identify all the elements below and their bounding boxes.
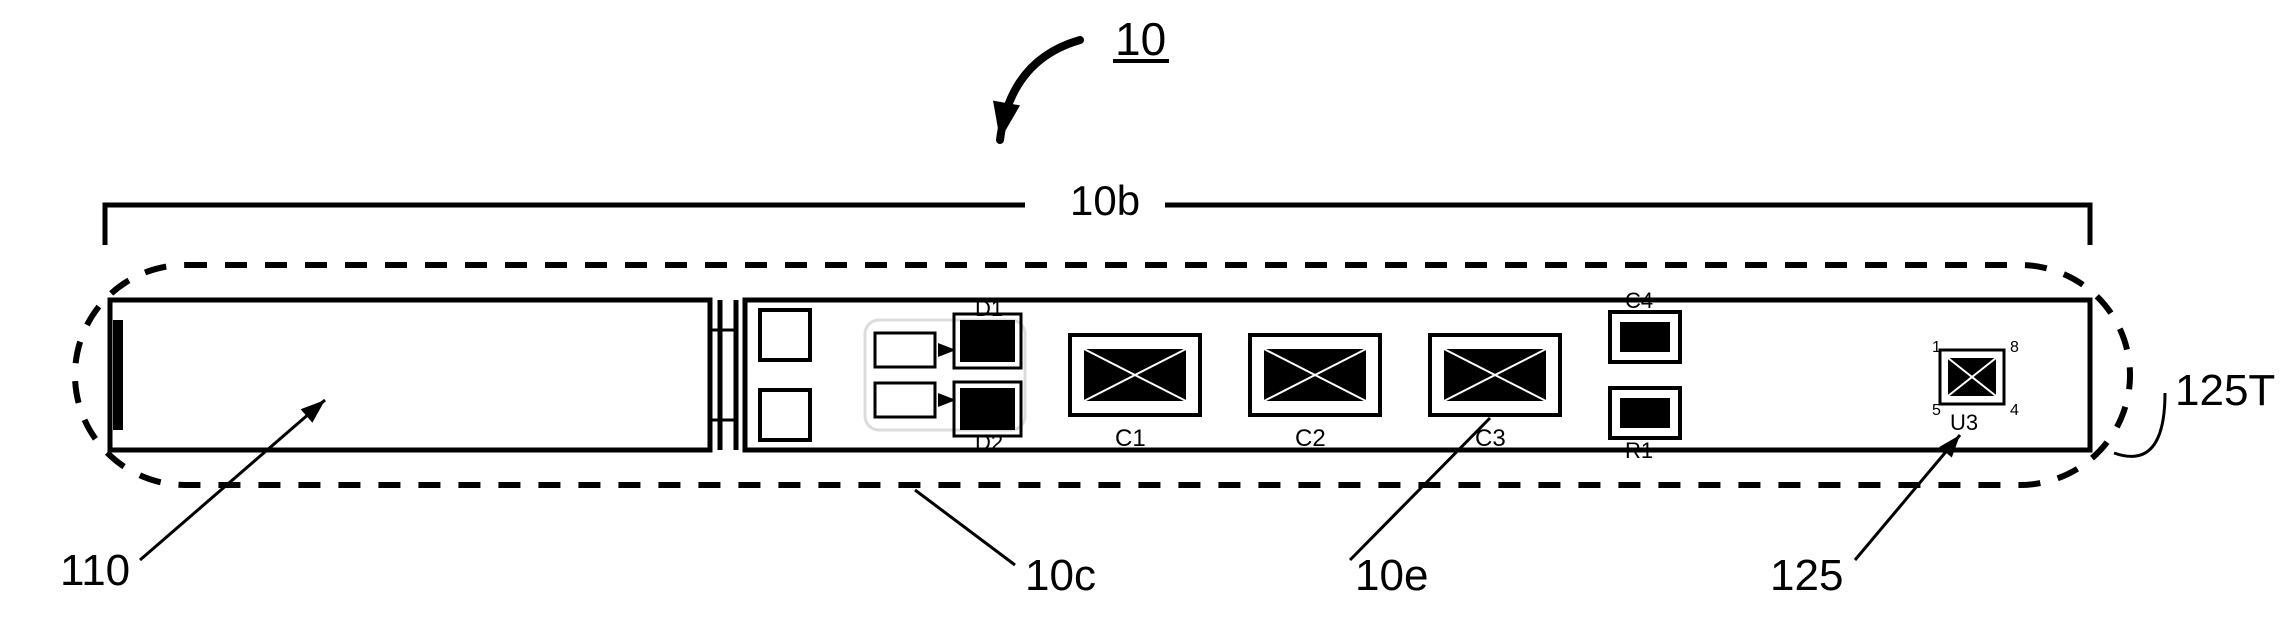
svg-text:10: 10 <box>1115 13 1166 65</box>
svg-text:C1: C1 <box>1115 425 1146 452</box>
svg-text:10c: 10c <box>1025 551 1096 600</box>
svg-text:R1: R1 <box>1625 438 1653 463</box>
svg-text:D1: D1 <box>975 296 1003 321</box>
svg-text:1: 1 <box>1932 339 1941 356</box>
svg-text:C2: C2 <box>1295 425 1326 452</box>
svg-text:125: 125 <box>1770 551 1843 600</box>
svg-text:4: 4 <box>2010 402 2019 419</box>
svg-text:D2: D2 <box>975 430 1003 455</box>
svg-text:C4: C4 <box>1625 288 1653 313</box>
svg-text:8: 8 <box>2010 339 2019 356</box>
svg-text:10e: 10e <box>1355 551 1428 600</box>
svg-text:110: 110 <box>60 546 130 595</box>
svg-text:U3: U3 <box>1950 410 1978 435</box>
svg-text:125T: 125T <box>2175 366 2275 415</box>
svg-text:5: 5 <box>1932 402 1941 419</box>
svg-text:10b: 10b <box>1070 177 1140 224</box>
